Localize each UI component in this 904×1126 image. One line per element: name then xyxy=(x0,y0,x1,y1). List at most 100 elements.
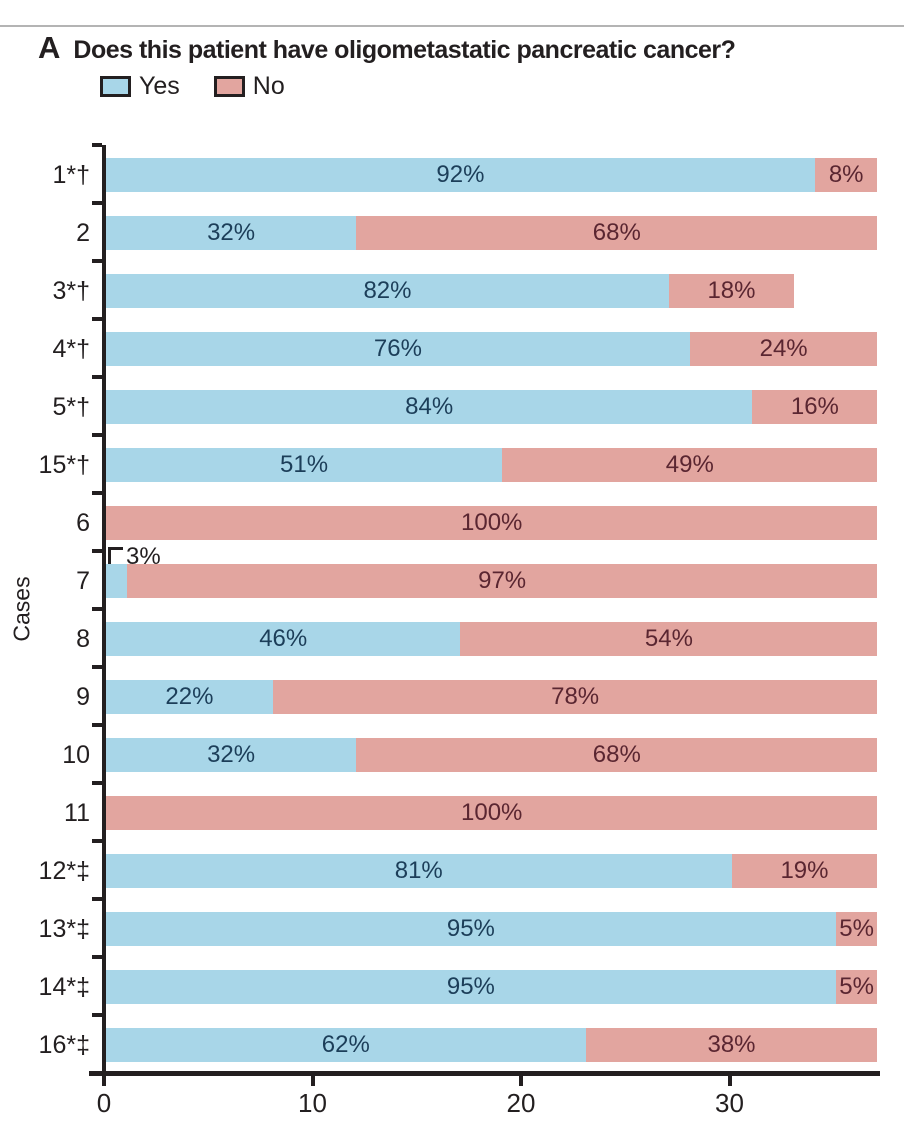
y-axis-tick xyxy=(92,839,102,843)
bar-segment-yes xyxy=(106,564,127,598)
y-axis-tick xyxy=(92,143,102,147)
case-label: 7 xyxy=(76,566,90,595)
y-axis-tick xyxy=(92,607,102,611)
case-label: 2 xyxy=(76,218,90,247)
bar-segment-yes: 32% xyxy=(106,738,357,772)
bar-segment-no: 16% xyxy=(752,390,878,424)
x-tick-label: 20 xyxy=(506,1088,536,1118)
bar-segment-no: 78% xyxy=(272,680,878,714)
case-row: 95% 5% xyxy=(106,912,878,946)
legend-swatch-yes xyxy=(100,76,131,97)
top-divider-line xyxy=(0,25,904,27)
callout-leader-line xyxy=(108,547,123,564)
bar-segment-yes: 81% xyxy=(106,854,732,888)
y-axis-line xyxy=(102,145,106,1075)
bar-segment-yes: 92% xyxy=(106,158,815,192)
legend-swatch-no xyxy=(213,76,245,97)
bar-segment-yes: 95% xyxy=(106,970,836,1004)
y-axis-tick xyxy=(92,723,102,727)
bar-segment-no: 68% xyxy=(356,216,878,250)
bar-segment-no: 68% xyxy=(356,738,878,772)
bar-segment-yes: 62% xyxy=(106,1028,586,1062)
case-label: 8 xyxy=(76,624,90,653)
y-axis-tick xyxy=(92,317,102,321)
panel-letter: A xyxy=(38,30,60,65)
case-row: 100% xyxy=(106,506,878,540)
case-row: 82% 18% xyxy=(106,274,795,308)
bar-segment-no: 100% xyxy=(106,506,878,540)
case-row: 95% 5% xyxy=(106,970,878,1004)
y-axis-tick xyxy=(92,549,102,553)
case-row: 22% 78% xyxy=(106,680,878,714)
legend-item-no: No xyxy=(213,72,285,101)
case-label: 10 xyxy=(62,740,90,769)
bar-segment-no: 38% xyxy=(585,1028,878,1062)
callout-percent-label: 3% xyxy=(126,543,161,570)
case-label: 12*‡ xyxy=(38,856,90,885)
x-tick-label: 30 xyxy=(715,1088,744,1118)
y-axis-tick xyxy=(92,781,102,785)
case-row: 81% 19% xyxy=(106,854,878,888)
bar-segment-yes: 84% xyxy=(106,390,753,424)
y-axis-tick xyxy=(92,433,102,437)
bar-segment-yes: 76% xyxy=(106,332,690,366)
x-tick-label: 10 xyxy=(298,1088,327,1118)
case-label: 11 xyxy=(64,798,90,827)
case-label: 14*‡ xyxy=(38,972,90,1001)
case-row: 32% 68% xyxy=(106,738,878,772)
bar-segment-no: 5% xyxy=(835,970,878,1004)
bar-segment-yes: 95% xyxy=(106,912,836,946)
case-label: 16*‡ xyxy=(38,1030,90,1059)
bar-segment-no: 19% xyxy=(731,854,878,888)
chart-header: A Does this patient have oligometastatic… xyxy=(38,30,736,66)
bar-segment-yes: 46% xyxy=(106,622,461,656)
legend-label-no: No xyxy=(252,72,285,100)
x-axis-tick xyxy=(519,1076,523,1086)
chart-legend: Yes No xyxy=(100,72,285,101)
bar-segment-no: 97% xyxy=(126,564,878,598)
bar-segment-no: 100% xyxy=(106,796,878,830)
case-row: 76% 24% xyxy=(106,332,878,366)
case-row: 100% xyxy=(106,796,878,830)
bar-segment-no: 5% xyxy=(835,912,878,946)
x-axis-tick xyxy=(727,1076,732,1086)
bar-segment-yes: 32% xyxy=(106,216,357,250)
x-tick-label: 0 xyxy=(96,1088,112,1118)
bar-segment-no: 24% xyxy=(689,332,878,366)
bar-segment-no: 8% xyxy=(814,158,878,192)
bar-segment-yes: 82% xyxy=(106,274,669,308)
legend-label-yes: Yes xyxy=(139,72,180,100)
bar-segment-no: 49% xyxy=(502,448,878,482)
bar-segment-no: 18% xyxy=(668,274,795,308)
y-axis-tick xyxy=(92,375,102,379)
legend-item-yes: Yes xyxy=(100,72,180,101)
x-axis-tick xyxy=(310,1076,315,1086)
x-axis-tick xyxy=(102,1076,106,1086)
y-axis-tick xyxy=(92,201,102,205)
y-axis-tick xyxy=(92,1013,102,1017)
bar-segment-no: 54% xyxy=(460,622,878,656)
bar-segment-yes: 22% xyxy=(106,680,273,714)
case-label: 4*† xyxy=(52,334,90,363)
case-row: 84% 16% xyxy=(106,390,878,424)
case-label: 6 xyxy=(76,508,90,537)
y-axis-tick xyxy=(92,491,102,495)
y-axis-tick xyxy=(92,665,102,669)
case-row: 92% 8% xyxy=(106,158,878,192)
x-axis-line xyxy=(89,1071,880,1076)
case-label: 3*† xyxy=(52,276,90,305)
chart-title: Does this patient have oligometastatic p… xyxy=(73,36,736,64)
bar-segment-yes: 51% xyxy=(106,448,503,482)
case-row: 46% 54% xyxy=(106,622,878,656)
case-row: 51% 49% xyxy=(106,448,878,482)
case-row: 97% xyxy=(106,564,878,598)
case-row: 62% 38% xyxy=(106,1028,878,1062)
case-row: 32% 68% xyxy=(106,216,878,250)
y-axis-tick xyxy=(92,955,102,959)
y-axis-tick xyxy=(92,897,102,901)
case-label: 9 xyxy=(76,682,90,711)
case-label: 1*† xyxy=(52,160,90,189)
y-axis-tick xyxy=(92,259,102,263)
case-label: 15*† xyxy=(38,450,90,479)
